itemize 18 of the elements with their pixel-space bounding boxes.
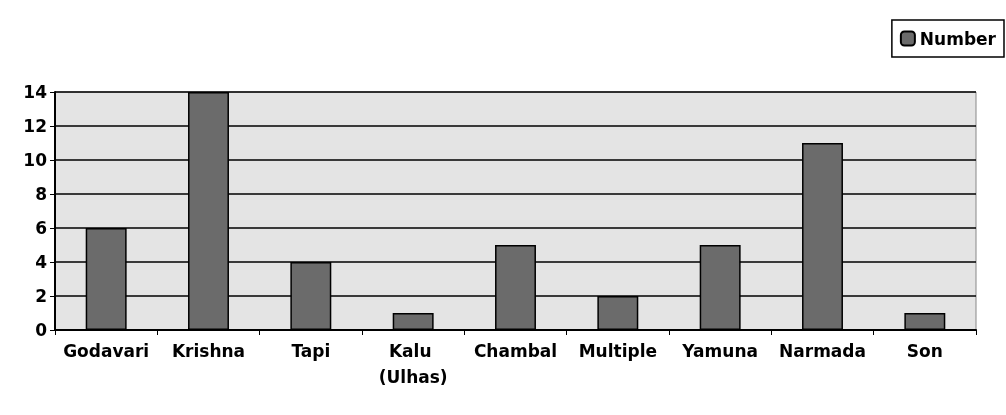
x-tick-label: Narmada	[779, 341, 866, 361]
x-tick-label: Tapi	[291, 341, 331, 361]
x-tick-label: Multiple	[578, 341, 657, 361]
x-tick-label: Son	[906, 341, 943, 361]
x-tick-label: Chambal	[473, 341, 558, 361]
y-tick-label: 6	[35, 218, 47, 238]
y-tick-label: 8	[35, 184, 47, 204]
x-tick-label: Krishna	[171, 341, 246, 361]
y-tick-label: 4	[35, 252, 48, 272]
y-tick-label: 2	[35, 286, 47, 306]
y-tick-label: 14	[23, 82, 48, 102]
x-tick-label: Godavari	[63, 341, 150, 361]
legend-label: Number	[919, 28, 997, 49]
x-tick-label: Yamuna	[681, 341, 758, 361]
y-tick-label: 0	[35, 320, 48, 340]
y-tick-label: 12	[23, 116, 47, 136]
x-tick-label: Kalu (Ulhas)	[378, 341, 448, 387]
y-tick-label: 10	[23, 150, 48, 170]
